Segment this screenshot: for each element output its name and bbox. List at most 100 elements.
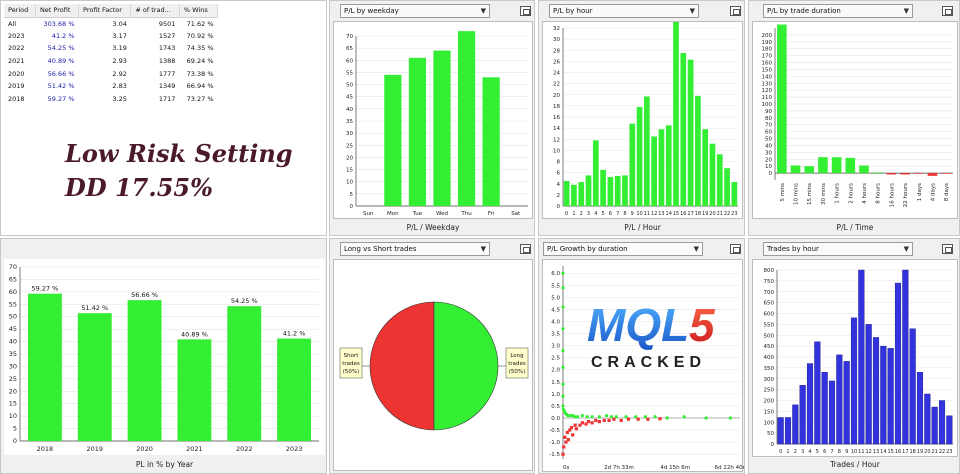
cell-period: 2021 <box>8 57 25 66</box>
x-tick-label: 16 hours <box>889 183 895 207</box>
stats-row[interactable]: All 303.68 % 3.04 9501 71.62 % <box>4 17 218 30</box>
scatter-point <box>605 413 609 418</box>
dropdown-trades-hour-label: Trades by hour <box>767 245 819 253</box>
x-tick-label: 0 <box>779 449 782 455</box>
cell-net-profit: 54.25 % <box>47 44 75 53</box>
cell-net-profit: 41.2 % <box>51 31 75 40</box>
y-tick-label: 28 <box>553 48 560 54</box>
bar <box>687 59 694 206</box>
scatter-point <box>597 420 601 424</box>
scatter-point <box>607 418 611 422</box>
cell-wins: 74.35 % <box>186 44 214 53</box>
dropdown-growth[interactable]: P/L Growth by duration ▼ <box>543 242 703 256</box>
bar <box>563 180 570 206</box>
dropdown-longshort[interactable]: Long vs Short trades ▼ <box>340 242 490 256</box>
stats-row[interactable]: 2018 59.27 % 3.25 1717 73.27 % <box>4 93 218 106</box>
y-tick-label: 190 <box>762 40 773 46</box>
y-tick-label: 3.0 <box>551 344 560 350</box>
maximize-icon[interactable] <box>520 244 531 254</box>
y-tick-label: 1.5 <box>551 380 560 386</box>
x-tick-label: 7 <box>616 211 619 217</box>
mql5-logo-text: MQL <box>587 299 689 351</box>
scatter-point <box>565 430 569 435</box>
y-tick-label: 2.5 <box>551 356 560 362</box>
y-tick-label: 110 <box>762 95 773 101</box>
y-tick-label: 600 <box>764 312 775 318</box>
x-tick-label: 2020 <box>136 445 153 453</box>
bar <box>578 182 585 206</box>
scatter-point <box>562 445 566 449</box>
pie-label: Long <box>510 353 523 359</box>
y-tick-label: 60 <box>765 130 772 136</box>
x-tick-label: 11 <box>644 211 650 217</box>
cell-net-profit: 51.42 % <box>47 82 75 91</box>
y-tick-label: 24 <box>553 71 560 77</box>
x-tick-label: 17 <box>902 449 908 455</box>
maximize-icon[interactable] <box>730 244 741 254</box>
plot-weekday: 0 5 10 15 20 25 30 35 40 45 50 55 60 65 70 Sun Mon Tue Wed… <box>333 21 533 219</box>
x-tick-label: 5 <box>602 211 605 217</box>
y-tick-label: 45 <box>346 95 353 101</box>
col-net-profit[interactable]: Net Profit <box>35 4 80 18</box>
cell-trades: 1527 <box>158 31 176 40</box>
y-tick-label: 180 <box>762 47 773 53</box>
x-tick-label: 19 <box>702 211 708 217</box>
bar <box>845 157 856 174</box>
scatter-point <box>626 417 631 421</box>
scatter-point <box>561 286 565 290</box>
maximize-icon[interactable] <box>730 6 741 16</box>
cell-wins: 70.92 % <box>186 31 214 40</box>
bar <box>702 129 709 206</box>
scatter-point <box>563 435 567 439</box>
y-tick-label: 30 <box>765 150 772 156</box>
maximize-icon[interactable] <box>942 244 953 254</box>
cell-wins: 66.94 % <box>186 82 214 91</box>
x-tick-label: 2022 <box>236 445 253 453</box>
maximize-icon[interactable] <box>520 6 531 16</box>
data-label: 51.42 % <box>81 304 108 312</box>
col-wins[interactable]: % Wins <box>179 4 219 18</box>
bar <box>887 348 894 445</box>
dropdown-trades-hour[interactable]: Trades by hour ▼ <box>763 242 913 256</box>
dropdown-hour[interactable]: P/L by hour ▼ <box>549 4 699 18</box>
y-tick-label: 5.0 <box>551 295 560 301</box>
y-tick-label: 14 <box>553 126 560 132</box>
maximize-icon[interactable] <box>942 6 953 16</box>
chevron-down-icon: ▼ <box>689 7 695 15</box>
stats-row[interactable]: 2023 41.2 % 3.17 1527 70.92 % <box>4 30 218 43</box>
scatter-point <box>569 426 574 430</box>
y-tick-label: 0 <box>13 437 17 445</box>
y-tick-label: 0 <box>769 171 773 177</box>
bar <box>571 184 577 206</box>
y-tick-label: 0 <box>771 442 775 448</box>
xlabel-weekday: P/L / Weekday <box>406 223 460 232</box>
bar <box>77 313 112 441</box>
bar <box>614 175 621 206</box>
x-tick-label: 8 <box>623 211 626 217</box>
y-tick-label: 250 <box>764 388 775 394</box>
y-tick-label: 200 <box>762 33 773 39</box>
cell-trades: 1717 <box>158 94 176 103</box>
x-tick-label: 9 <box>631 211 634 217</box>
cell-period: 2020 <box>8 69 25 78</box>
bar <box>859 165 869 174</box>
col-period[interactable]: Period <box>4 4 36 18</box>
stats-row[interactable]: 2019 51.42 % 2.83 1349 66.94 % <box>4 80 218 93</box>
stats-row[interactable]: 2021 40.89 % 2.93 1388 69.24 % <box>4 55 218 68</box>
col-trades[interactable]: # of trad... <box>130 4 180 18</box>
scatter-point <box>575 415 580 419</box>
bar <box>651 136 657 206</box>
stats-row[interactable]: 2020 56.66 % 2.92 1777 73.38 % <box>4 67 218 80</box>
data-label: 56.66 % <box>131 291 158 299</box>
x-tick-label: 7 <box>830 449 833 455</box>
scatter-point <box>564 440 568 444</box>
y-tick-label: 10 <box>765 164 772 170</box>
y-tick-label: 170 <box>762 54 773 60</box>
y-tick-label: 65 <box>9 275 17 283</box>
col-profit-factor[interactable]: Profit Factor <box>78 4 132 18</box>
dropdown-weekday[interactable]: P/L by weekday ▼ <box>340 4 490 18</box>
dropdown-duration[interactable]: P/L by trade duration ▼ <box>763 4 913 18</box>
cell-trades: 1349 <box>158 82 176 91</box>
x-tick-label: 3 <box>587 211 590 217</box>
stats-row[interactable]: 2022 54.25 % 3.19 1743 74.35 % <box>4 42 218 55</box>
